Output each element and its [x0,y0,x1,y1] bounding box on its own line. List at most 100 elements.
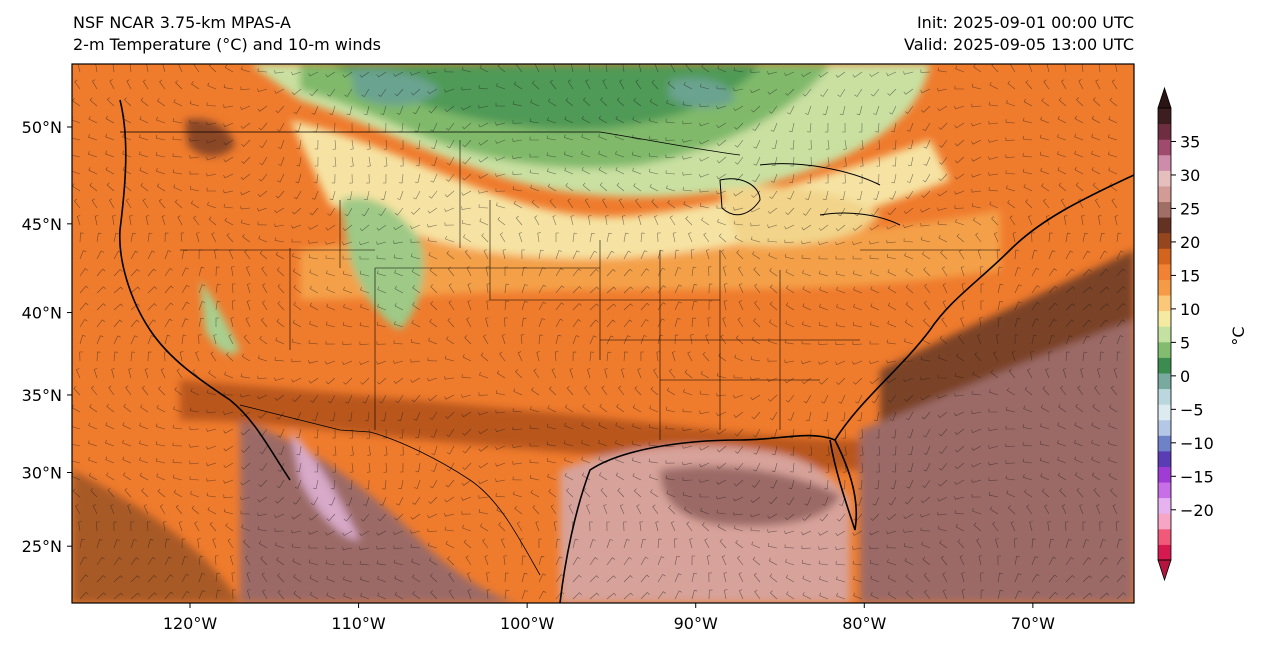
wind-barb [189,460,200,465]
wind-barb [1058,97,1067,107]
wind-barb [886,513,897,521]
wind-barb [937,105,948,112]
wind-barb [88,472,98,481]
wind-barb [564,457,574,464]
wind-barb [974,352,982,362]
temperature-field [72,64,1134,603]
wind-barb [478,495,489,499]
wind-barb [752,479,761,488]
wind-barb [206,428,217,432]
wind-barb [332,139,337,150]
wind-barb [376,224,387,231]
wind-barb [903,529,914,533]
wind-barb [887,394,897,403]
wind-barb [1111,198,1118,209]
wind-barb [838,394,846,404]
wind-barb [997,317,1002,328]
wind-barb [513,81,523,90]
wind-barb [412,285,421,294]
wind-barb [181,301,190,311]
wind-barb [342,360,353,365]
wind-barb [767,542,778,549]
colorbar-segment [1158,528,1171,545]
wind-barb [360,576,370,583]
wind-barb [1091,115,1101,124]
wind-barb [623,592,634,600]
wind-barb [173,184,183,192]
wind-barb [242,234,251,243]
wind-barb [975,232,982,243]
northwest-dark-patch [185,118,235,157]
wind-barb [771,139,778,150]
wind-barb [274,496,285,504]
wind-barb [156,116,166,124]
wind-barb [787,105,795,115]
wind-barb [1065,286,1075,294]
wind-barb [705,249,710,260]
wind-barb [1097,368,1101,379]
wind-barb [835,255,845,260]
wind-barb [241,139,251,147]
wind-barb [971,189,982,193]
wind-barb [478,411,489,416]
wind-barb [130,303,141,311]
wind-barb [312,479,319,490]
latitude-axis: 50°N45°N40°N35°N30°N25°N [22,118,72,556]
wind-barb [291,238,301,243]
wind-barb [330,479,336,490]
wind-barb [1009,215,1016,226]
wind-barb [572,574,582,583]
wind-barb [529,474,540,481]
wind-barb [129,64,132,73]
atlantic-coastline [834,174,1134,441]
colorbar-segment [1158,372,1171,390]
wind-barb [631,457,642,464]
wind-barb [1082,303,1093,311]
wind-barb [445,411,455,419]
wind-barb [784,513,795,521]
wind-barb [769,284,778,294]
wind-barb [1046,215,1050,226]
wind-barb [961,300,966,311]
wind-barb [971,479,982,483]
wind-barb [1082,592,1093,600]
wind-barb [640,538,647,549]
wind-barb [922,479,931,488]
wind-barb [886,359,897,364]
wind-barb [495,462,506,467]
wind-barb [399,462,404,473]
wind-barb [343,286,353,294]
wind-barb [903,238,914,243]
wind-barb [347,411,353,422]
wind-barb [907,156,914,167]
wind-barb [768,496,778,505]
colorbar-tick-label: 15 [1180,266,1200,285]
wind-barb [903,88,914,95]
wind-barb [147,592,157,600]
wind-barb [479,64,489,73]
wind-barb [325,255,336,260]
wind-barb [173,489,183,498]
wind-barb [327,207,336,216]
wind-barb [699,428,710,433]
wind-barb [1022,152,1033,158]
wind-barb [564,167,574,175]
wind-barb [937,411,948,419]
wind-barb [394,88,404,97]
wind-barb [701,522,710,532]
wind-barb [308,545,319,549]
colorbar-segment [1158,170,1171,187]
wind-barb [125,385,132,396]
wind-barb [366,462,371,473]
wind-barb [904,319,914,328]
wind-barb [106,403,115,413]
wind-barb [615,151,625,158]
wind-barb [1005,425,1016,430]
colorbar-tick-label: 0 [1180,367,1190,386]
wind-barb [818,241,829,245]
wind-barb [1116,268,1126,277]
wind-barb [427,207,438,214]
wind-barb [547,183,557,192]
wind-barb [657,538,662,549]
